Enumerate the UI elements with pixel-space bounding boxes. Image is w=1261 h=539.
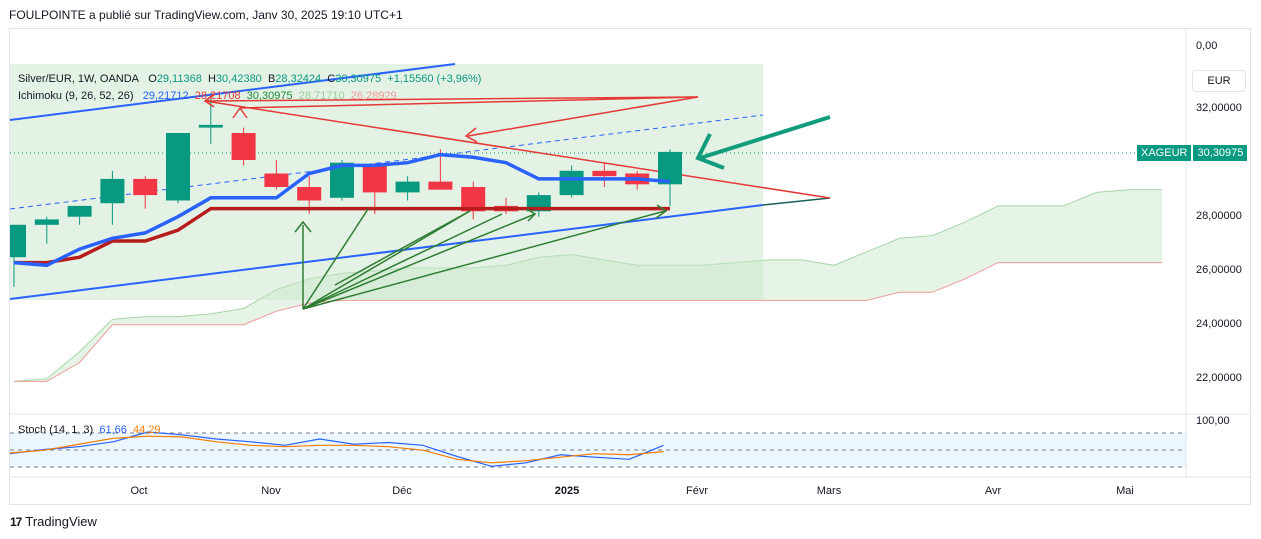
x-axis-label: Nov [261, 485, 281, 497]
candle-body [264, 173, 289, 187]
legend-stoch-d: 44,29 [133, 424, 161, 436]
tradingview-logo-icon: 17 [10, 514, 22, 529]
candle-body [658, 151, 682, 185]
candle-body [133, 178, 158, 196]
kijun-sen-line [14, 206, 670, 265]
green-arrow-line [302, 210, 471, 310]
legend-ohlc: Silver/EUR, 1W, OANDA O29,11368 H30,4238… [18, 73, 481, 85]
legend-low-label: B [267, 73, 276, 85]
legend-ichimoku: Ichimoku (9, 26, 52, 26) 29,21712 28,217… [18, 90, 397, 102]
green-arrow-head [526, 208, 537, 222]
candle-body [231, 133, 256, 160]
green-arrow-head [294, 220, 312, 233]
channel-lower-extension [762, 197, 831, 206]
candle-body [100, 178, 125, 204]
y-axis-label: 0,00 [1196, 40, 1217, 52]
candle-body [362, 165, 387, 193]
price-tag-price: 30,30975 [1193, 145, 1248, 161]
y-axis-label: 32,00000 [1196, 102, 1242, 114]
last-price-tag: XAGEUR 30,30975 [1137, 145, 1248, 161]
legend-open-label: O [148, 73, 157, 85]
x-axis-label: Févr [686, 485, 708, 497]
red-trend-line [204, 100, 831, 199]
ichimoku-span-b-line [14, 262, 1162, 382]
candle-body [297, 187, 322, 201]
x-axis-label: Oct [130, 485, 147, 497]
red-arrow-head [232, 106, 248, 119]
candle-body [166, 133, 190, 201]
legend-stoch-k: 61,66 [99, 424, 127, 436]
red-arrow-line [467, 96, 699, 137]
teal-arrow-head [695, 133, 725, 170]
stoch-k-line [10, 431, 664, 467]
green-arrow-line [302, 213, 536, 310]
legend-ichimoku-tenkan: 29,21712 [142, 90, 189, 102]
red-arrow-head [203, 93, 215, 108]
chart-frame [9, 28, 1251, 505]
green-arrow-line [302, 210, 666, 310]
green-arrow-line [334, 210, 471, 286]
red-arrow-line [204, 96, 699, 102]
x-axis-label: Déc [392, 485, 412, 497]
y-axis-label: 24,00000 [1196, 318, 1242, 330]
legend-change: +1,15560 (+3,96%) [387, 73, 482, 85]
legend-ichimoku-span-b: 26,28929 [350, 90, 397, 102]
legend-close-label: C [327, 73, 336, 85]
currency-button[interactable]: EUR [1192, 70, 1246, 92]
legend-open-value: 29,11368 [156, 73, 202, 85]
red-arrow-line [239, 96, 699, 109]
candle-body [559, 170, 584, 196]
price-tag-symbol: XAGEUR [1137, 145, 1192, 161]
candle-body [10, 224, 26, 258]
teal-arrow-line [699, 115, 831, 160]
legend-stoch-title: Stoch (14, 1, 3) [18, 424, 94, 436]
tenkan-sen-line [13, 152, 671, 268]
green-arrow-line [302, 213, 503, 310]
candle-body [592, 170, 617, 177]
legend-ichimoku-chikou: 30,30975 [246, 90, 293, 102]
stoch-axis-label: 100,00 [1196, 415, 1230, 427]
candle-body [67, 205, 92, 217]
legend-close-value: 30,30975 [335, 73, 382, 85]
footer-brand[interactable]: 17 TradingView [10, 514, 97, 529]
green-arrow-line [302, 208, 369, 310]
channel-upper-line [10, 63, 456, 121]
legend-ichimoku-span-a: 28,71710 [298, 90, 345, 102]
legend-ichimoku-title: Ichimoku (9, 26, 52, 26) [18, 90, 134, 102]
candle-body [428, 181, 453, 190]
y-axis-label: 28,00000 [1196, 210, 1242, 222]
y-axis-label: 26,00000 [1196, 264, 1242, 276]
publisher-header: FOULPOINTE a publié sur TradingView.com,… [9, 8, 403, 22]
stoch-d-line [10, 435, 664, 464]
legend-low-value: 28,32424 [275, 73, 322, 85]
x-axis-label: Mai [1116, 485, 1134, 497]
green-arrow-head [655, 204, 668, 219]
legend-ichimoku-kijun: 28,21708 [194, 90, 241, 102]
legend-symbol: Silver/EUR, 1W, OANDA [18, 73, 140, 85]
candle-body [198, 124, 223, 128]
footer-brand-text: TradingView [25, 514, 97, 529]
legend-high-value: 30,42380 [215, 73, 262, 85]
x-axis-label: Avr [985, 485, 1002, 497]
legend-high-label: H [207, 73, 216, 85]
legend-stoch: Stoch (14, 1, 3) 61,66 44,29 [18, 424, 161, 436]
x-axis-label: 2025 [555, 485, 579, 497]
candle-body [395, 181, 420, 193]
channel-lower-line [10, 204, 764, 300]
red-arrow-head [464, 127, 478, 143]
y-axis-label: 22,00000 [1196, 372, 1242, 384]
x-axis-label: Mars [817, 485, 842, 497]
candle-body [34, 219, 59, 225]
